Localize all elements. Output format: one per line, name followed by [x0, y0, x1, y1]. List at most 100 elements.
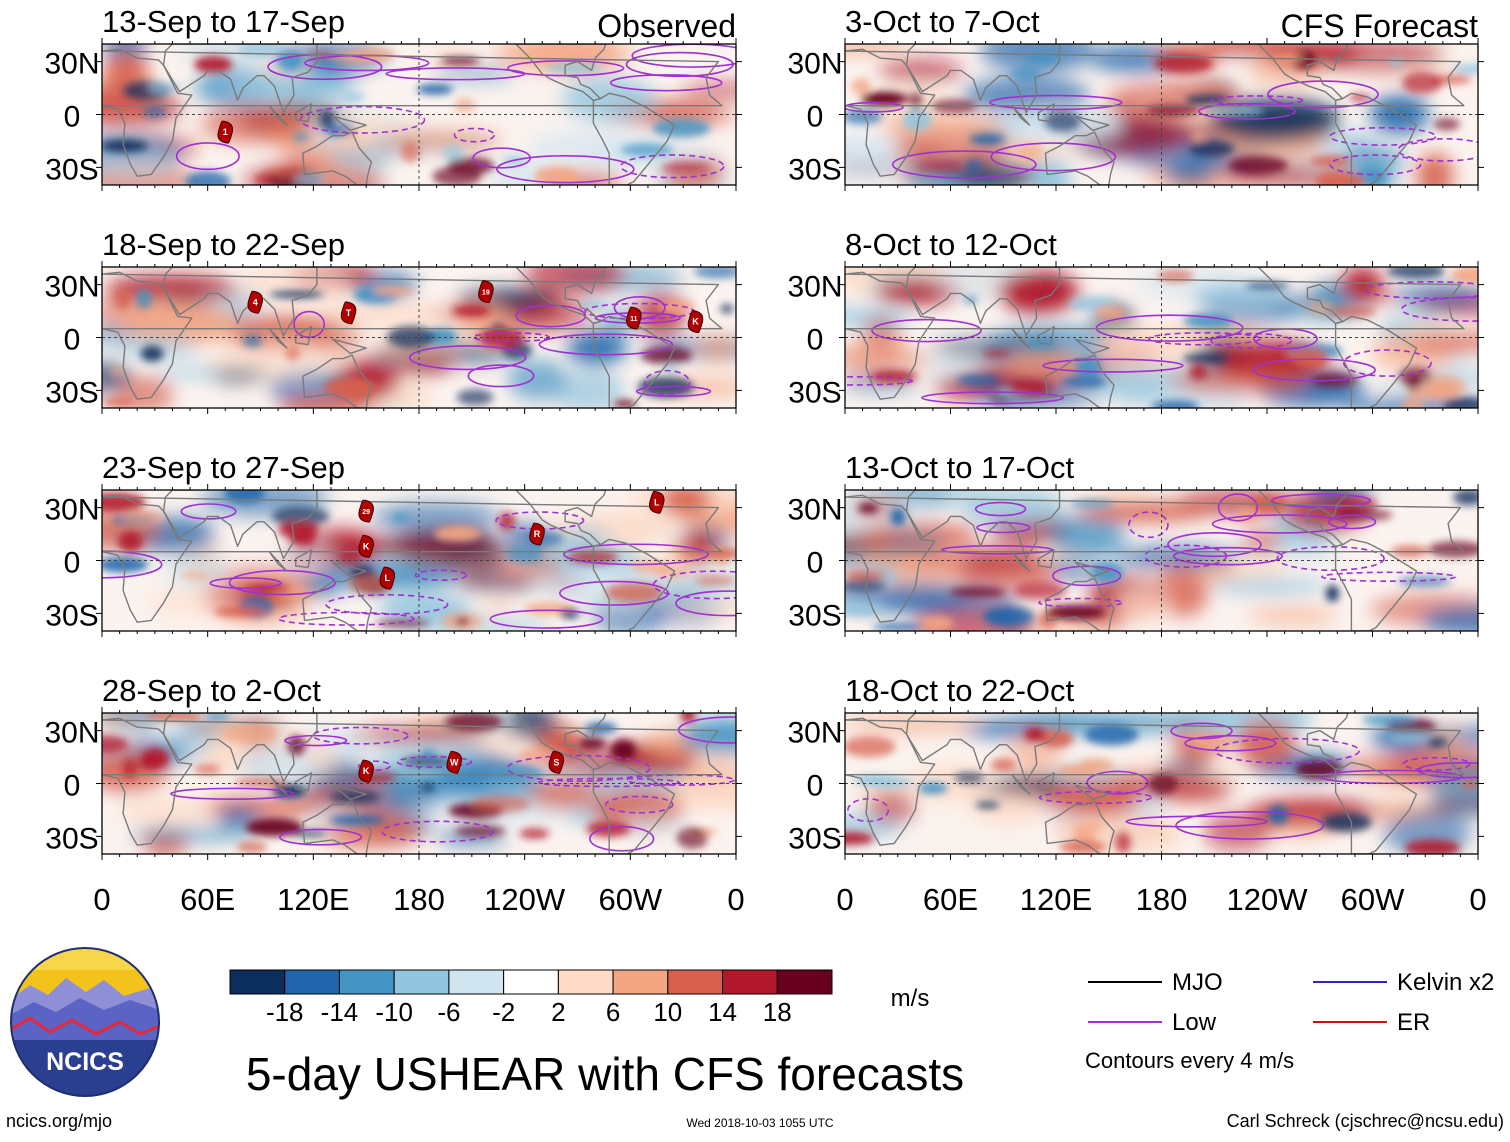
coastline	[1257, 713, 1349, 771]
colorbar-swatch	[776, 969, 833, 995]
shear-anomaly	[969, 133, 1005, 145]
shear-anomaly	[970, 792, 1047, 825]
colorbar-tick-label: -6	[437, 997, 460, 1027]
lat-label: 0	[64, 101, 81, 134]
shear-anomaly	[1235, 720, 1296, 766]
shear-anomaly	[1013, 713, 1138, 725]
storm-marker[interactable]: W	[446, 750, 463, 774]
low-contour	[1267, 80, 1379, 109]
coastline	[592, 92, 676, 185]
legend-label: Kelvin x2	[1397, 969, 1494, 996]
low-contour	[467, 364, 535, 388]
low-contour	[921, 391, 1065, 405]
legend-label: Low	[1172, 1009, 1217, 1036]
low-contour	[1328, 514, 1377, 530]
shear-anomaly	[1228, 156, 1288, 175]
shear-anomaly	[214, 606, 267, 617]
shear-field	[102, 490, 736, 631]
storm-marker[interactable]: 29	[358, 499, 374, 523]
storm-marker[interactable]: L	[648, 490, 665, 514]
storm-marker[interactable]: K	[358, 759, 374, 783]
shear-anomaly	[1463, 779, 1477, 790]
coastline	[1257, 490, 1349, 548]
low-contour	[845, 376, 914, 386]
shear-anomaly	[1426, 738, 1448, 747]
shear-anomaly	[118, 530, 144, 553]
shear-anomaly	[1078, 757, 1114, 774]
shear-anomaly	[845, 831, 874, 845]
coastline	[332, 784, 367, 801]
shear-anomaly	[990, 758, 1016, 772]
storm-marker[interactable]: R	[529, 522, 545, 546]
coastline	[1011, 104, 1031, 126]
storm-marker[interactable]: 11	[626, 306, 642, 330]
storm-marker[interactable]: L	[379, 566, 396, 590]
low-contour	[489, 609, 604, 629]
low-contour	[1329, 154, 1422, 176]
shear-anomaly	[318, 301, 443, 330]
shear-anomaly	[1195, 736, 1236, 752]
lon-label: 0	[93, 882, 110, 917]
coastline	[1044, 131, 1115, 185]
website-link[interactable]: ncics.org/mjo	[6, 1111, 112, 1131]
colorbar-swatch	[284, 969, 340, 995]
low-contour	[1217, 493, 1259, 522]
shear-anomaly	[1095, 305, 1126, 320]
shear-anomaly	[1076, 501, 1212, 522]
coastline	[1257, 44, 1349, 102]
shear-anomaly	[1203, 813, 1273, 851]
lat-label: 0	[64, 324, 81, 357]
shear-anomaly	[141, 748, 170, 769]
shear-anomaly	[526, 779, 600, 809]
low-contour	[496, 154, 635, 184]
storm-marker[interactable]: T	[340, 301, 357, 325]
coastline	[295, 326, 313, 346]
low-contour	[209, 577, 282, 590]
storm-marker[interactable]: K	[687, 310, 704, 334]
shear-anomaly	[1075, 357, 1102, 379]
shear-anomaly	[1268, 805, 1289, 825]
legend-item: MJO	[1088, 969, 1223, 996]
storm-marker[interactable]: 19	[478, 280, 494, 304]
shear-anomaly	[862, 775, 913, 789]
storm-marker[interactable]: 1	[217, 120, 234, 144]
shear-anomaly	[391, 513, 411, 523]
shear-anomaly	[561, 76, 657, 122]
shear-anomaly	[329, 814, 385, 826]
low-contour	[1051, 565, 1122, 587]
shear-anomaly	[620, 143, 674, 157]
shear-anomaly	[845, 715, 981, 734]
shear-anomaly	[720, 304, 734, 314]
low-contour	[625, 51, 734, 78]
panel-title: 18-Oct to 22-Oct	[845, 673, 1075, 708]
low-contour	[1175, 810, 1325, 840]
shear-anomaly	[1044, 110, 1081, 132]
storm-marker[interactable]: K	[358, 534, 374, 558]
lat-label: 0	[807, 547, 824, 580]
shear-anomaly	[605, 582, 663, 603]
storm-marker[interactable]: 4	[247, 290, 263, 314]
shear-anomaly	[878, 57, 963, 85]
shear-anomaly	[455, 617, 470, 626]
shear-anomaly	[956, 374, 1001, 387]
coastline	[332, 561, 367, 578]
coastline	[1037, 326, 1055, 346]
shear-anomaly	[558, 526, 611, 544]
low-contours	[845, 80, 1478, 179]
shear-anomaly	[845, 307, 914, 327]
shear-anomaly	[156, 365, 230, 379]
low-contour	[1167, 532, 1262, 558]
lat-label: 0	[64, 547, 81, 580]
shear-anomaly	[586, 820, 631, 837]
lat-label: 30S	[788, 822, 841, 855]
lat-label: 30N	[44, 271, 99, 304]
shear-anomaly	[329, 791, 380, 804]
shear-anomaly	[524, 267, 626, 294]
colorbar-swatch	[229, 969, 286, 995]
logo-text: NCICS	[46, 1048, 124, 1076]
storm-marker[interactable]: S	[548, 750, 565, 774]
shear-anomaly	[954, 772, 984, 784]
low-contour	[940, 544, 1054, 555]
shear-anomaly	[900, 558, 930, 568]
